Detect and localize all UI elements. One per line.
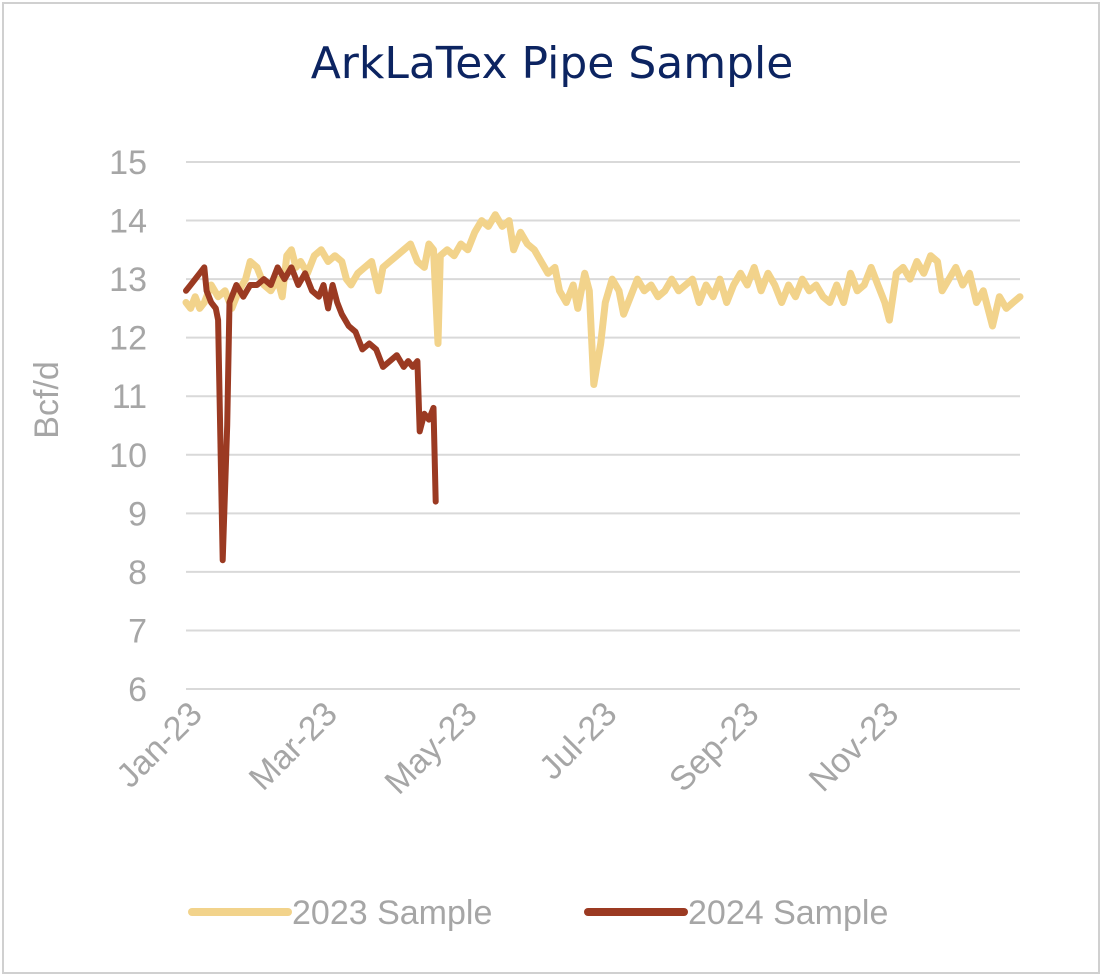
y-tick-label: 7 [128, 612, 147, 650]
y-tick-label: 10 [109, 437, 147, 475]
x-tick-label: May-23 [378, 695, 485, 802]
series-lines [182, 211, 1024, 564]
y-axis-ticks: 6 7 8 9 10 11 12 13 14 15 [109, 144, 147, 709]
x-tick-label: Nov-23 [802, 695, 906, 799]
x-tick-label: Jan-23 [109, 695, 209, 795]
y-tick-label: 13 [109, 261, 147, 299]
y-tick-label: 6 [128, 671, 147, 709]
legend-label-2: 2024 Sample [688, 894, 888, 932]
y-tick-label: 15 [109, 144, 147, 182]
y-axis-label: Bcf/d [28, 361, 66, 438]
chart-title: ArkLaTex Pipe Sample [310, 38, 794, 89]
x-tick-label: Mar-23 [242, 695, 345, 798]
series-line-1 [182, 211, 1024, 388]
y-tick-label: 14 [109, 203, 147, 241]
y-tick-label: 11 [112, 378, 147, 416]
legend: 2023 Sample 2024 Sample [188, 894, 888, 932]
x-axis-ticks: Jan-23 Mar-23 May-23 Jul-23 Sep-23 Nov-23 [109, 695, 906, 802]
series-line-2 [183, 264, 439, 564]
x-tick-label: Jul-23 [532, 695, 624, 787]
y-tick-label: 8 [128, 554, 147, 592]
y-tick-label: 9 [128, 495, 147, 533]
legend-label-1: 2023 Sample [292, 894, 492, 932]
gridlines [186, 161, 1020, 690]
x-tick-label: Sep-23 [662, 695, 766, 799]
y-tick-label: 12 [109, 320, 147, 358]
